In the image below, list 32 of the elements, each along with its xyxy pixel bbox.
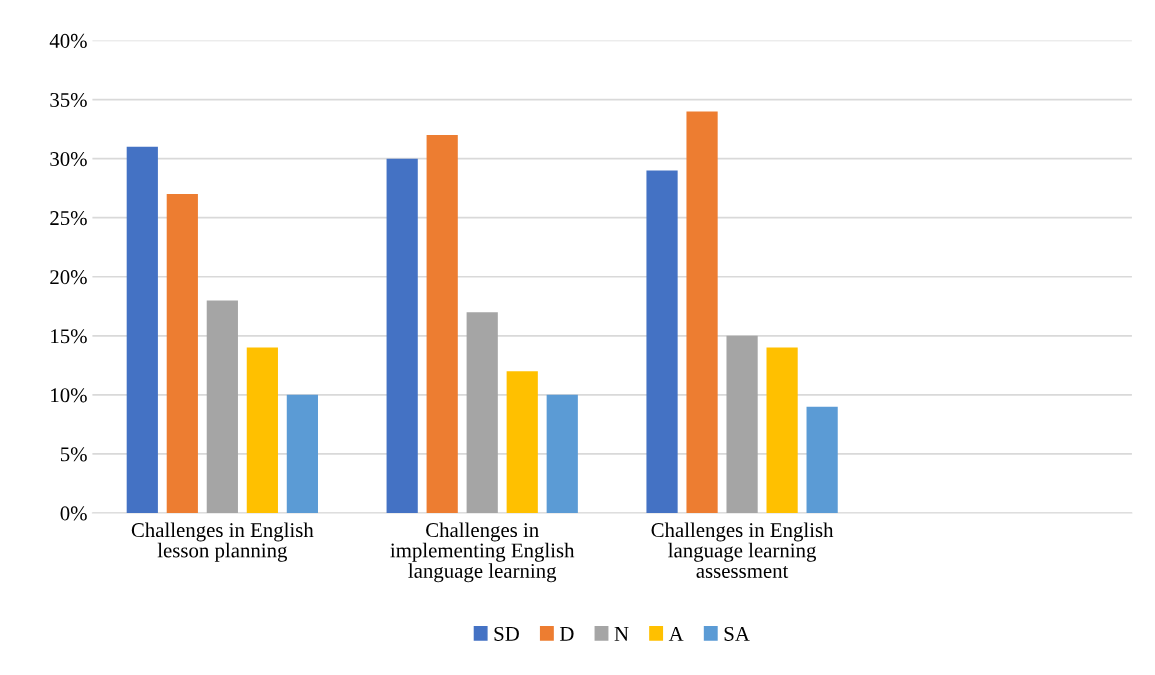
bar bbox=[806, 406, 838, 513]
legend-label: SA bbox=[724, 626, 750, 641]
x-tick-label: Challenges in English language learning assessment bbox=[651, 522, 834, 578]
bar bbox=[766, 347, 798, 513]
x-tick-label: Challenges in English lesson planning bbox=[131, 522, 314, 562]
legend-label: A bbox=[668, 626, 684, 641]
bar bbox=[466, 312, 498, 513]
bar bbox=[546, 394, 578, 513]
bar bbox=[286, 394, 318, 513]
legend-label: N bbox=[614, 627, 629, 641]
y-tick-label: 40% bbox=[49, 33, 87, 48]
bar bbox=[206, 300, 238, 513]
y-tick-label: 30% bbox=[50, 152, 87, 167]
y-tick-label: 15% bbox=[51, 329, 87, 344]
bar bbox=[726, 335, 758, 513]
bar bbox=[246, 347, 278, 513]
bar bbox=[166, 194, 198, 513]
bar bbox=[686, 111, 718, 513]
y-tick-label: 0% bbox=[60, 506, 87, 521]
y-tick-label: 25% bbox=[50, 211, 87, 226]
y-tick-label: 20% bbox=[50, 270, 87, 285]
bar bbox=[506, 371, 538, 513]
bar bbox=[426, 135, 458, 513]
bar bbox=[386, 158, 418, 513]
y-tick-label: 10% bbox=[51, 388, 87, 403]
bar bbox=[646, 170, 678, 513]
bar bbox=[126, 146, 158, 513]
legend-label: SD bbox=[494, 626, 519, 641]
x-tick-label: Challenges in implementing English language learning bbox=[390, 522, 575, 583]
y-tick-label: 5% bbox=[60, 447, 87, 462]
legend-label: D bbox=[559, 627, 574, 641]
y-tick-label: 35% bbox=[50, 92, 87, 108]
